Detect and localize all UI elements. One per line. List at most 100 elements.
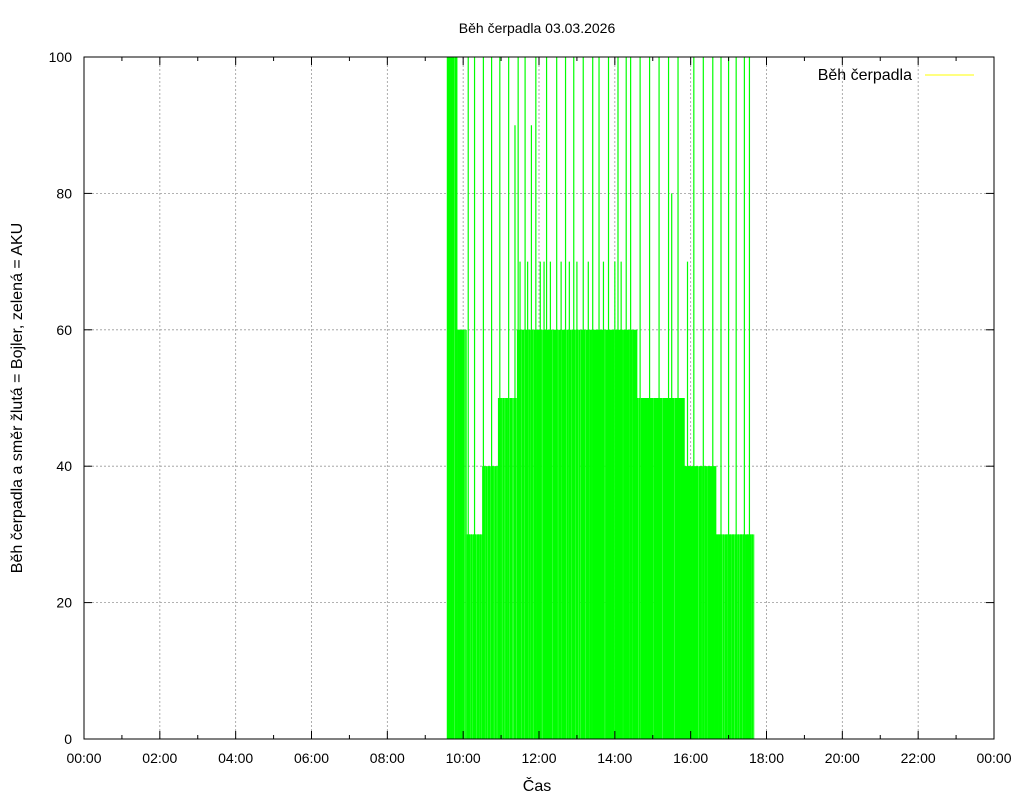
series-bar (609, 329, 611, 739)
axis-ticks (83, 56, 995, 740)
series-bar (544, 329, 546, 739)
series-bar (635, 329, 637, 739)
series-bar (615, 329, 617, 739)
series-bar (694, 466, 696, 739)
series-bar (597, 329, 599, 739)
series-bar (636, 329, 638, 739)
series-bar (681, 398, 683, 739)
series-bar (698, 466, 700, 739)
series-bar (609, 329, 611, 739)
x-tick-label: 04:00 (218, 750, 253, 766)
series-bar (457, 329, 459, 739)
series-bar (669, 398, 671, 739)
series-bar (490, 466, 492, 739)
series-bar (643, 398, 645, 739)
series-bar (482, 466, 484, 739)
series-bar (669, 398, 671, 739)
series-bar (686, 466, 688, 739)
legend: Běh čerpadla (818, 67, 974, 84)
series-bar (679, 398, 681, 739)
series-bar (685, 466, 687, 739)
series-bar (680, 398, 682, 739)
series-bar (665, 398, 667, 739)
series-bar (676, 398, 678, 739)
series-bar (559, 329, 561, 739)
series-bar (506, 398, 508, 739)
series-bar (647, 398, 649, 739)
x-tick-label: 12:00 (521, 750, 556, 766)
series-bar (581, 329, 584, 739)
x-tick-label: 18:00 (749, 750, 784, 766)
series-bar (606, 329, 608, 739)
series-bar (724, 534, 726, 739)
series-bar (672, 398, 674, 739)
series-bar (596, 329, 598, 739)
series-bar (660, 398, 662, 739)
series-bar (640, 398, 642, 739)
series-bar (633, 329, 635, 739)
series-bar (682, 398, 684, 739)
series-bar (537, 329, 539, 739)
x-tick-label: 02:00 (142, 750, 177, 766)
series-bar (642, 398, 644, 739)
series-bar (619, 329, 621, 739)
series-bar (634, 329, 636, 739)
series-bar (518, 329, 520, 739)
y-tick-label: 60 (56, 322, 72, 338)
x-tick-label: 00:00 (976, 750, 1011, 766)
series-bar (555, 329, 557, 739)
x-tick-label: 16:00 (673, 750, 708, 766)
series-bar (711, 466, 713, 739)
series-bar (753, 534, 755, 739)
series-bar (737, 534, 739, 739)
series-bar (545, 329, 547, 739)
series-bar (674, 398, 676, 739)
series-bar (659, 398, 661, 739)
series-bar (684, 466, 686, 739)
series-bar (585, 329, 587, 739)
series-bar (554, 329, 556, 739)
series-bar (691, 466, 693, 739)
series-bar (605, 329, 608, 739)
x-tick-label: 08:00 (370, 750, 405, 766)
series-bar (470, 534, 472, 739)
series-bar (666, 398, 668, 739)
series-bar (593, 329, 595, 739)
series-bar (497, 398, 499, 739)
series-bar (739, 534, 741, 739)
series-bar (745, 534, 747, 739)
series-bar (623, 329, 625, 739)
x-tick-label: 20:00 (825, 750, 860, 766)
series-bar (552, 329, 554, 739)
series-bar (600, 329, 602, 739)
series-bar (488, 466, 490, 739)
series-bar (562, 329, 564, 739)
series-bar (626, 329, 628, 739)
series-bar (580, 329, 582, 739)
series-bar (513, 398, 515, 739)
y-tick-label: 40 (56, 458, 72, 474)
series-bar (563, 329, 565, 739)
series-bar (559, 329, 561, 739)
series-bar (553, 329, 555, 739)
series-bar (726, 534, 728, 739)
series-bar (695, 466, 697, 739)
series-bar (696, 466, 698, 739)
series-bar (641, 398, 643, 739)
series-bar (528, 329, 530, 739)
series-bar (536, 329, 538, 739)
series-bar (537, 329, 539, 739)
series-bar (607, 329, 609, 739)
series-bar (575, 329, 577, 739)
series-bar (624, 329, 626, 739)
y-tick-label: 100 (49, 49, 73, 65)
series-bar (597, 329, 599, 739)
series-bar (650, 398, 652, 739)
series-bar (610, 329, 612, 739)
series-bar (589, 329, 591, 739)
series-bar (632, 329, 634, 739)
series-bar (708, 466, 710, 739)
series-bar (655, 398, 657, 739)
series-bar (689, 466, 691, 739)
series-bar (611, 329, 613, 739)
